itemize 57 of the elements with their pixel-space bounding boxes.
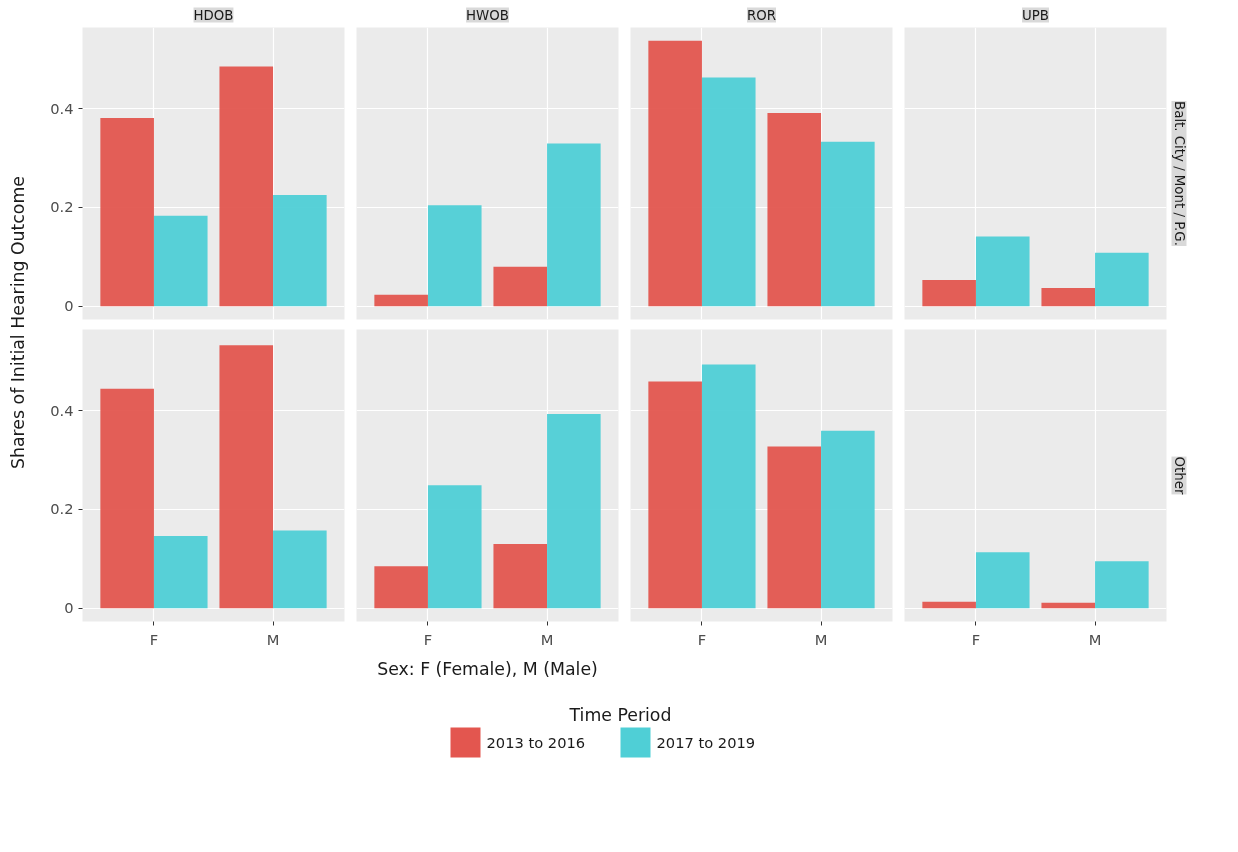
bar	[219, 66, 274, 307]
chart-title: UPB	[1022, 7, 1049, 23]
y-tick-label: 0	[64, 599, 74, 617]
bar	[153, 536, 208, 609]
bar	[273, 530, 327, 609]
bar	[273, 194, 327, 307]
chart-title: HWOB	[466, 7, 509, 23]
bar	[374, 566, 428, 609]
bar	[648, 40, 702, 307]
bar	[493, 266, 548, 307]
bar	[701, 364, 756, 609]
x-tick-label: F	[423, 630, 433, 648]
bar	[374, 294, 428, 307]
bar	[922, 601, 976, 609]
bar	[701, 77, 756, 307]
bar	[648, 381, 702, 609]
bar	[219, 345, 274, 609]
bar	[427, 485, 482, 609]
chart-title: ROR	[746, 7, 777, 23]
bar	[975, 236, 1030, 307]
bar	[821, 141, 875, 307]
y-tick-label: 0.2	[50, 198, 74, 216]
bar	[1095, 561, 1149, 609]
text: Other	[1171, 456, 1187, 495]
x-tick-label: F	[149, 630, 159, 648]
text: Balt. City / Mont / P.G.	[1171, 101, 1187, 246]
x-tick-label: M	[540, 630, 554, 648]
bar	[767, 446, 822, 609]
x-tick-label: F	[697, 630, 707, 648]
legend-label: 2013 to 2016	[486, 734, 586, 751]
bar	[922, 279, 976, 307]
bar	[975, 552, 1030, 609]
x-tick-label: F	[971, 630, 981, 648]
x-tick-label: M	[1088, 630, 1102, 648]
bar	[547, 413, 601, 609]
legend-title: Time Period	[568, 704, 672, 725]
bar	[427, 205, 482, 307]
bar	[153, 215, 208, 307]
bar	[100, 117, 154, 307]
bar	[100, 388, 154, 609]
bar	[821, 430, 875, 609]
y-tick-label: 0.4	[50, 401, 74, 419]
legend-label: 2017 to 2019	[656, 734, 756, 751]
y-axis-title: Shares of Initial Hearing Outcome	[7, 175, 28, 470]
x-tick-label: M	[266, 630, 280, 648]
bar	[1095, 252, 1149, 307]
bar	[493, 543, 548, 609]
bar	[547, 143, 601, 307]
y-tick-label: 0.2	[50, 500, 74, 518]
y-tick-label: 0.4	[50, 99, 74, 117]
x-tick-label: M	[814, 630, 828, 648]
bar	[1041, 602, 1096, 609]
bar	[1041, 287, 1096, 307]
y-tick-label: 0	[64, 297, 74, 315]
bar	[767, 112, 822, 307]
x-axis-title: Sex: F (Female), M (Male)	[377, 658, 598, 679]
chart-title: HDOB	[193, 7, 234, 23]
